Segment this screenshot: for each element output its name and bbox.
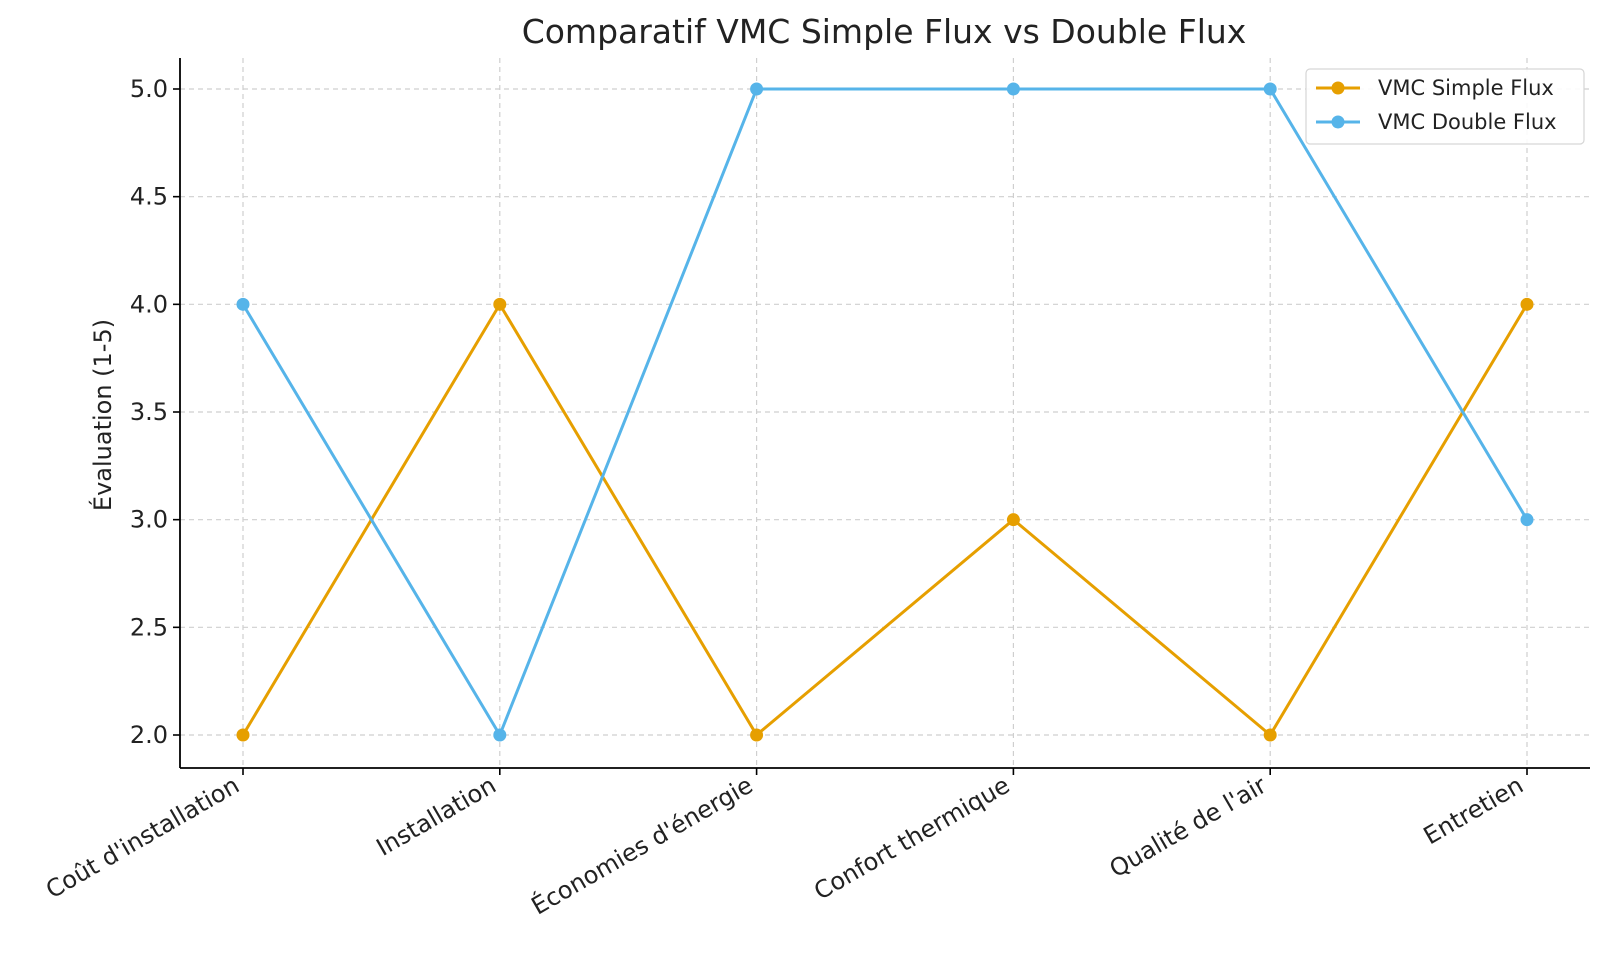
x-tick-label: Installation bbox=[372, 771, 501, 862]
x-tick-label: Entretien bbox=[1419, 771, 1528, 850]
legend-label: VMC Double Flux bbox=[1378, 110, 1557, 134]
x-tick-label: Confort thermique bbox=[809, 771, 1014, 906]
data-point bbox=[1520, 513, 1534, 527]
x-tick-label: Économies d'énergie bbox=[526, 770, 758, 920]
y-tick-label: 4.5 bbox=[130, 183, 168, 211]
y-tick-label: 5.0 bbox=[130, 75, 168, 103]
data-point bbox=[1263, 82, 1277, 96]
series-1 bbox=[236, 297, 1534, 742]
x-tick-label: Qualité de l'air bbox=[1105, 771, 1272, 883]
chart-title: Comparatif VMC Simple Flux vs Double Flu… bbox=[522, 12, 1247, 51]
y-tick-label: 3.0 bbox=[130, 506, 168, 534]
data-point bbox=[493, 297, 507, 311]
data-point bbox=[1520, 297, 1534, 311]
axes bbox=[179, 58, 1590, 769]
x-tick-label: Coût d'installation bbox=[41, 771, 244, 904]
data-series bbox=[236, 82, 1534, 742]
data-point bbox=[1006, 513, 1020, 527]
y-tick-label: 3.5 bbox=[130, 398, 168, 426]
data-point bbox=[493, 728, 507, 742]
series-2 bbox=[236, 82, 1534, 742]
y-tick-label: 4.0 bbox=[130, 290, 168, 318]
y-tick-label: 2.0 bbox=[130, 721, 168, 749]
data-point bbox=[236, 297, 250, 311]
legend-marker bbox=[1331, 81, 1345, 95]
legend-box bbox=[1305, 68, 1585, 145]
series-line bbox=[241, 302, 1529, 737]
data-point bbox=[1006, 82, 1020, 96]
tick-labels: 2.0 2.5 3.0 3.5 4.0 4.5 5.0 Coût d'installation… bbox=[41, 75, 1528, 920]
data-point bbox=[750, 728, 764, 742]
legend: VMC Simple Flux VMC Double Flux bbox=[1305, 68, 1585, 145]
data-point bbox=[750, 82, 764, 96]
data-point bbox=[236, 728, 250, 742]
grid-lines bbox=[180, 58, 1590, 768]
data-point bbox=[1263, 728, 1277, 742]
y-tick-label: 2.5 bbox=[130, 613, 168, 641]
legend-label: VMC Simple Flux bbox=[1378, 76, 1554, 100]
y-axis-label: Évaluation (1-5) bbox=[88, 319, 117, 511]
series-line bbox=[241, 87, 1529, 737]
legend-marker bbox=[1331, 115, 1345, 129]
